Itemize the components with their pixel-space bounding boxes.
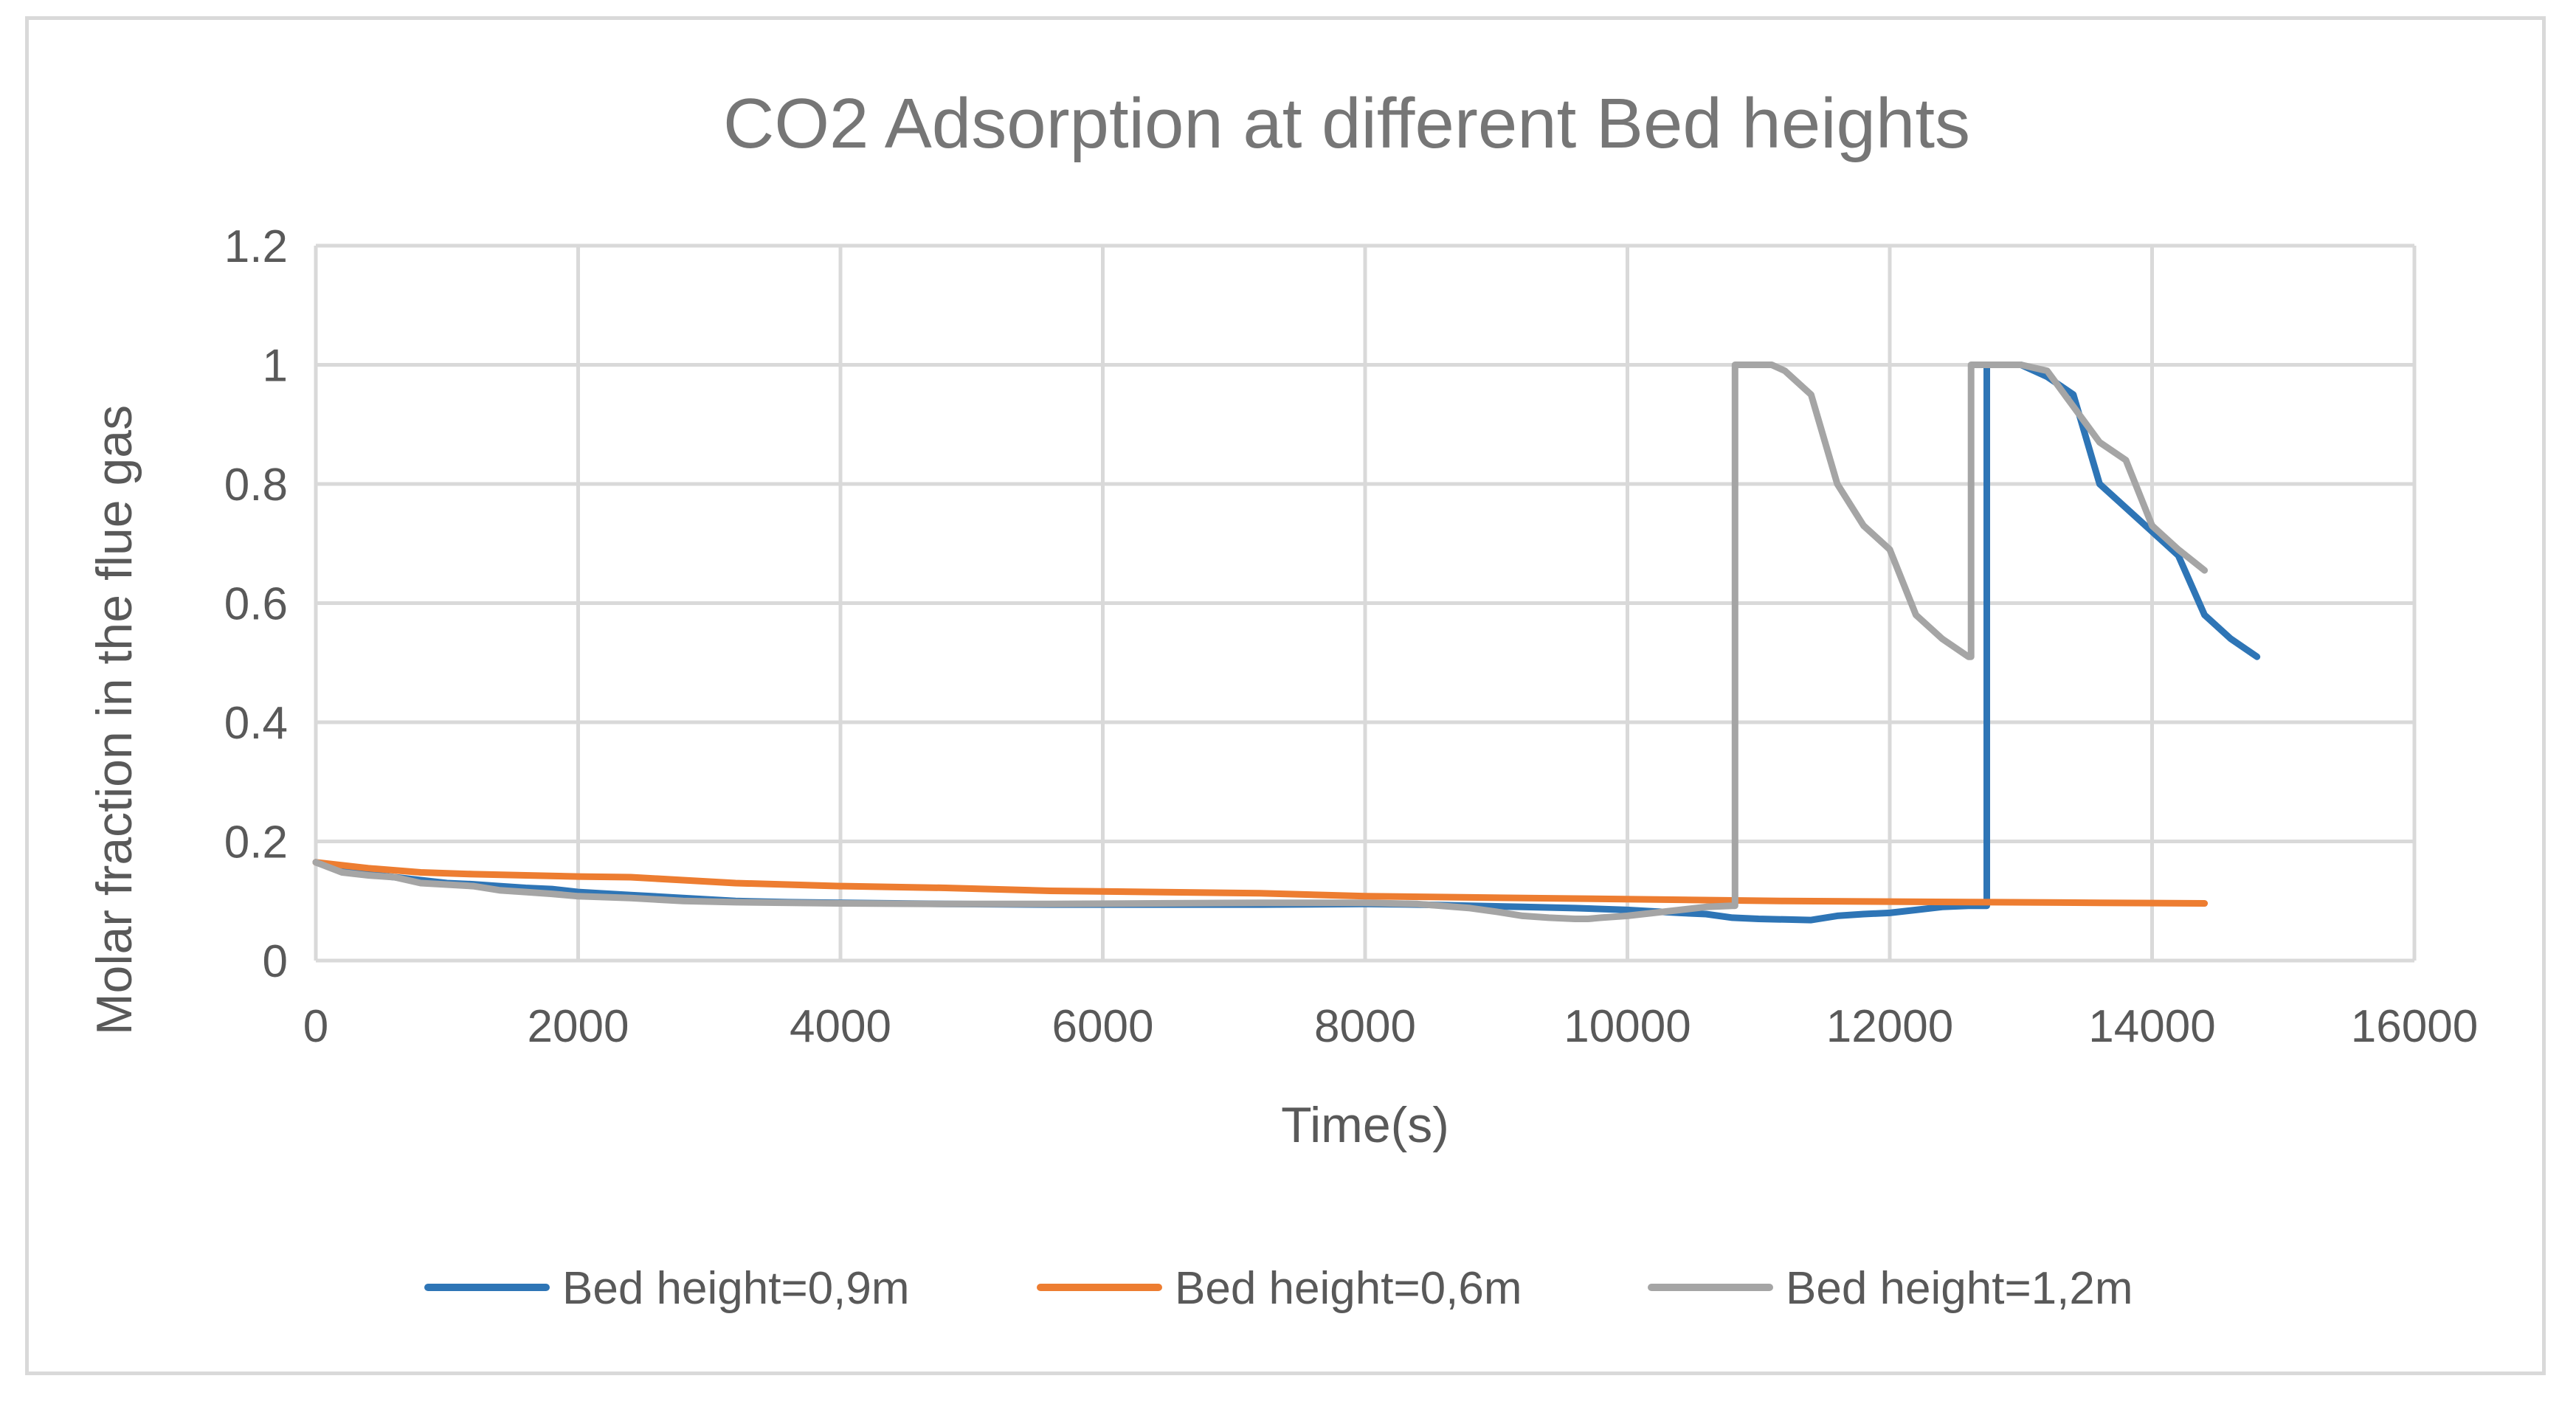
legend-label-3: Bed height=1,2m: [1786, 1263, 2133, 1314]
legend-label-1: Bed height=0,9m: [562, 1263, 910, 1314]
y-axis-title: Molar fraction in the flue gas: [86, 405, 142, 1035]
y-tick-label: 1: [263, 341, 288, 392]
x-tick-label: 10000: [1564, 1001, 1691, 1052]
legend-label-2: Bed height=0,6m: [1175, 1263, 1522, 1314]
chart-frame: [25, 16, 2546, 1375]
axis-layer: 0 0.2 0.4 0.6 0.8 1 1.2 0 2000 4000 6000 8000 10000 1…: [224, 221, 2478, 1052]
y-tick-label: 0.6: [224, 579, 288, 630]
series-layer: [312, 362, 2261, 924]
chart-title: CO2 Adsorption at different Bed heights: [723, 84, 1970, 163]
y-tick-label: 0.2: [224, 817, 288, 868]
series-line-1: [312, 362, 2261, 924]
x-tick-label: 8000: [1314, 1001, 1416, 1052]
legend: Bed height=0,9m Bed height=0,6m Bed height…: [424, 1263, 2133, 1314]
series-line-3: [312, 362, 2209, 922]
x-tick-label: 12000: [1826, 1001, 1953, 1052]
grid-layer: [314, 243, 2417, 963]
x-tick-label: 0: [303, 1001, 328, 1052]
y-tick-label: 0: [263, 936, 288, 987]
y-tick-label: 1.2: [224, 221, 288, 272]
series-line-2: [312, 859, 2209, 907]
x-tick-label: 14000: [2088, 1001, 2215, 1052]
x-axis-title: Time(s): [1281, 1097, 1449, 1153]
x-tick-label: 4000: [790, 1001, 891, 1052]
y-tick-label: 0.8: [224, 460, 288, 511]
x-tick-label: 6000: [1052, 1001, 1154, 1052]
x-tick-label: 16000: [2351, 1001, 2478, 1052]
x-tick-label: 2000: [528, 1001, 629, 1052]
y-tick-label: 0.4: [224, 698, 288, 749]
